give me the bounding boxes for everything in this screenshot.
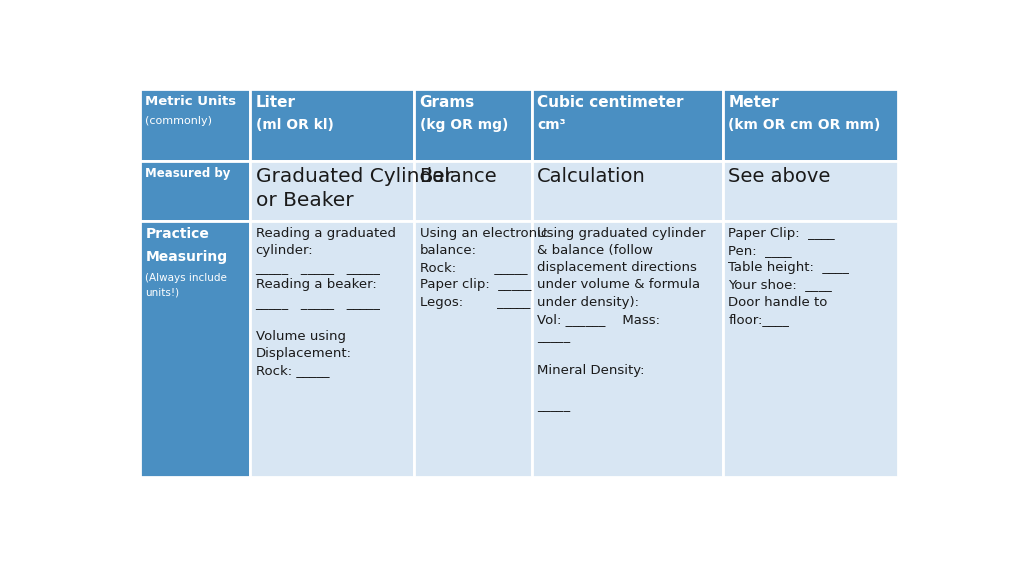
Bar [414,89,531,161]
Text: Balance: Balance [420,166,497,185]
Bar [250,221,414,477]
Bar [723,161,898,221]
Bar [531,161,723,221]
Text: Using an electronic
balance:
Rock:         _____
Paper clip:  _____
Legos:      : Using an electronic balance: Rock: _____… [420,227,548,309]
Bar [414,161,531,221]
Text: (km OR cm OR mm): (km OR cm OR mm) [728,118,881,132]
Text: Grams: Grams [420,95,475,110]
Text: Meter: Meter [728,95,779,110]
Text: (commonly): (commonly) [145,116,212,126]
Text: cm³: cm³ [538,118,566,132]
Text: (kg OR mg): (kg OR mg) [420,118,508,132]
Text: Measured by: Measured by [145,166,230,180]
Bar [723,221,898,477]
Text: (Always include: (Always include [145,274,227,283]
Bar [250,89,414,161]
Text: Metric Units: Metric Units [145,95,237,108]
Text: Graduated Cylinder
or Beaker: Graduated Cylinder or Beaker [256,166,453,210]
Text: Liter: Liter [256,95,296,110]
Text: Measuring: Measuring [145,251,227,264]
Bar [140,161,250,221]
Text: Paper Clip:  ____
Pen:  ____
Table height:  ____
Your shoe:  ____
Door handle to: Paper Clip: ____ Pen: ____ Table height:… [728,227,849,326]
Bar [723,89,898,161]
Text: Cubic centimeter: Cubic centimeter [538,95,684,110]
Bar [531,89,723,161]
Text: units!): units!) [145,288,179,298]
Text: Calculation: Calculation [538,166,646,185]
Text: See above: See above [728,166,830,185]
Bar [140,89,250,161]
Bar [414,221,531,477]
Bar [531,221,723,477]
Text: (ml OR kl): (ml OR kl) [256,118,334,132]
Bar [140,221,250,477]
Text: Reading a graduated
cylinder:
_____   _____   _____
Reading a beaker:
_____   __: Reading a graduated cylinder: _____ ____… [256,227,395,377]
Text: Using graduated cylinder
& balance (follow
displacement directions
under volume : Using graduated cylinder & balance (foll… [538,227,706,412]
Text: Practice: Practice [145,227,209,241]
Bar [250,161,414,221]
